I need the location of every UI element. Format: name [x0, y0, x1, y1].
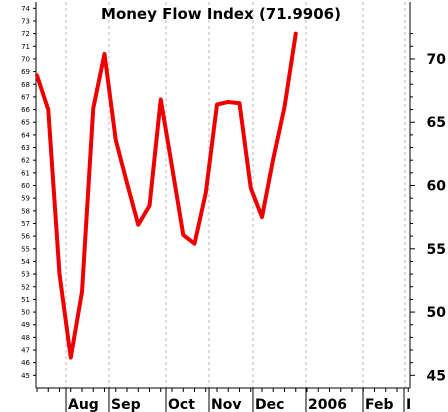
left-tick-label: 53 — [21, 271, 30, 279]
left-tick-label: 68 — [21, 81, 30, 89]
mfi-series-line — [35, 31, 298, 360]
x-axis-labels: Aug Sep Oct Nov Dec 2006 Feb I — [36, 388, 411, 412]
right-tick-label: 55 — [427, 242, 446, 258]
left-tick-label: 72 — [21, 30, 30, 38]
right-tick-label: 60 — [427, 179, 447, 195]
left-tick-label: 46 — [21, 359, 30, 367]
left-tick-label: 62 — [21, 157, 30, 165]
left-tick-label: 50 — [21, 309, 30, 317]
right-tick-label: 70 — [427, 52, 447, 68]
left-tick-label: 47 — [21, 347, 30, 355]
x-tick-label: Feb — [365, 397, 394, 412]
left-tick-label: 56 — [21, 233, 30, 241]
x-tick-label: Aug — [68, 397, 99, 412]
x-tick-label: Sep — [111, 397, 141, 412]
left-tick-label: 74 — [21, 5, 30, 13]
left-tick-label: 54 — [21, 258, 30, 266]
left-tick-label: 60 — [21, 182, 30, 190]
x-tick-label: Oct — [168, 397, 195, 412]
axes — [35, 2, 411, 389]
left-tick-label: 63 — [21, 144, 30, 152]
left-tick-label: 73 — [21, 17, 30, 25]
left-tick-label: 49 — [21, 321, 30, 329]
left-tick-label: 48 — [21, 334, 30, 342]
left-axis-ticks: 45 46 47 48 49 50 51 52 53 54 55 56 57 58 59 60 61 62 63 64… — [21, 5, 36, 380]
left-tick-label: 58 — [21, 207, 30, 215]
grid-lines — [65, 2, 406, 388]
left-tick-label: 61 — [21, 169, 30, 177]
left-tick-label: 65 — [21, 119, 30, 127]
chart-title: Money Flow Index (71.9906) — [101, 5, 341, 23]
x-tick-label: I — [406, 397, 411, 412]
left-tick-label: 45 — [21, 372, 30, 380]
left-tick-label: 64 — [21, 131, 30, 139]
left-tick-label: 70 — [21, 55, 30, 63]
left-tick-label: 55 — [21, 245, 30, 253]
right-tick-label: 45 — [427, 368, 446, 384]
left-tick-label: 69 — [21, 68, 30, 76]
left-tick-label: 66 — [21, 106, 30, 114]
left-tick-label: 57 — [21, 220, 30, 228]
right-tick-label: 65 — [427, 115, 446, 131]
series-layer — [35, 31, 298, 360]
x-tick-label: Dec — [255, 397, 284, 412]
x-tick-label: Nov — [211, 397, 241, 412]
left-tick-label: 51 — [21, 296, 30, 304]
x-tick-label: 2006 — [308, 397, 347, 412]
left-tick-label: 52 — [21, 283, 30, 291]
right-axis-ticks: 45 50 55 60 65 70 — [410, 33, 447, 384]
left-tick-label: 59 — [21, 195, 30, 203]
right-tick-label: 50 — [427, 305, 447, 321]
left-tick-label: 71 — [21, 43, 30, 51]
left-tick-label: 67 — [21, 93, 30, 101]
